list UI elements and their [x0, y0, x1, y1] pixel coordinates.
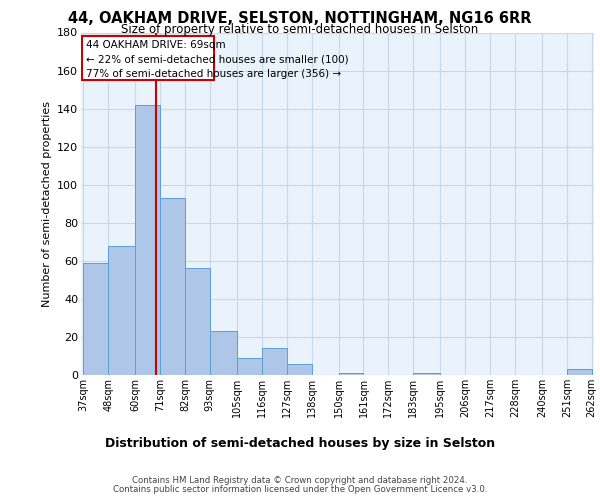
Text: Size of property relative to semi-detached houses in Selston: Size of property relative to semi-detach… [121, 22, 479, 36]
Bar [413, 373, 440, 375]
Bar [83, 262, 108, 375]
Bar [185, 268, 210, 375]
Bar [262, 348, 287, 375]
Bar [287, 364, 311, 375]
Bar [135, 105, 160, 375]
Text: 44 OAKHAM DRIVE: 69sqm: 44 OAKHAM DRIVE: 69sqm [86, 40, 225, 50]
Bar [237, 358, 262, 375]
Bar [160, 198, 185, 375]
Text: Contains public sector information licensed under the Open Government Licence v3: Contains public sector information licen… [113, 485, 487, 494]
Bar [108, 246, 135, 375]
Text: Distribution of semi-detached houses by size in Selston: Distribution of semi-detached houses by … [105, 438, 495, 450]
Text: Contains HM Land Registry data © Crown copyright and database right 2024.: Contains HM Land Registry data © Crown c… [132, 476, 468, 485]
Bar [338, 373, 364, 375]
Bar [567, 370, 592, 375]
Bar [82, 36, 214, 80]
Y-axis label: Number of semi-detached properties: Number of semi-detached properties [41, 101, 52, 306]
Text: 77% of semi-detached houses are larger (356) →: 77% of semi-detached houses are larger (… [86, 68, 341, 78]
Text: ← 22% of semi-detached houses are smaller (100): ← 22% of semi-detached houses are smalle… [86, 54, 348, 64]
Bar [210, 331, 237, 375]
Text: 44, OAKHAM DRIVE, SELSTON, NOTTINGHAM, NG16 6RR: 44, OAKHAM DRIVE, SELSTON, NOTTINGHAM, N… [68, 11, 532, 26]
